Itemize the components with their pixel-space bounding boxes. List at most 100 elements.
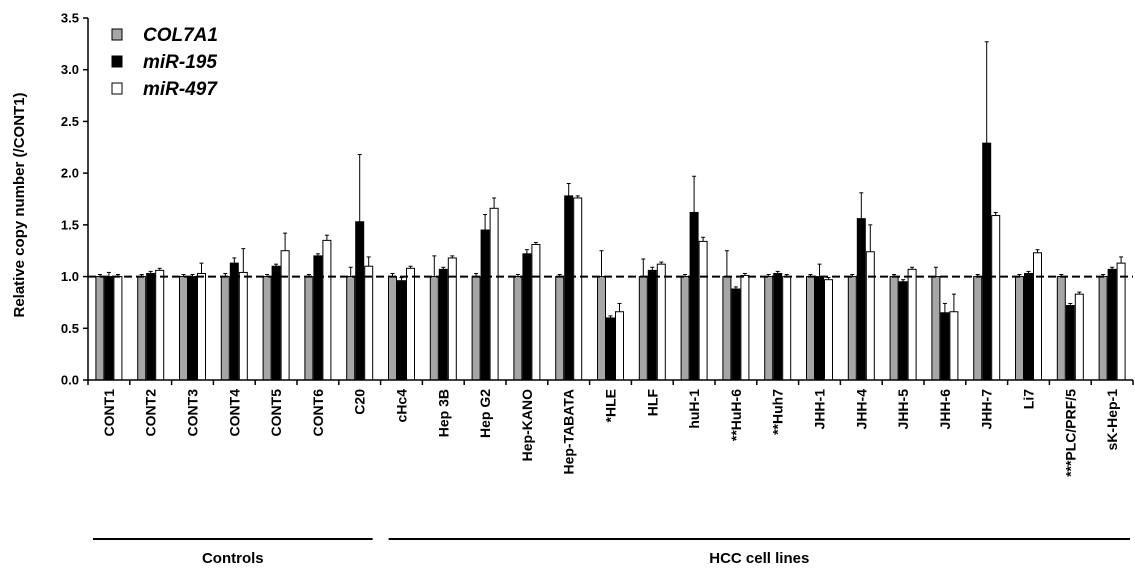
x-tick-label-hle: *HLE bbox=[603, 389, 619, 422]
bar-col7a1-cont6 bbox=[304, 276, 314, 381]
bar-mir-497-huh-6 bbox=[740, 275, 750, 381]
bar-mir-497-cont2 bbox=[155, 269, 165, 381]
bar-mir-195-cont4 bbox=[229, 262, 239, 381]
x-tick-label-hlf: HLF bbox=[644, 389, 660, 417]
group-label-controls: Controls bbox=[202, 550, 264, 567]
bar-mir-195-sk-hep-1 bbox=[1107, 268, 1117, 381]
y-tick-label: 1.0 bbox=[61, 269, 79, 284]
x-tick-label-sk-hep-1: sK-Hep-1 bbox=[1104, 389, 1120, 451]
bar-mir-195-hep-3b bbox=[438, 268, 448, 381]
y-tick-label: 2.5 bbox=[61, 114, 79, 129]
x-tick-label-huh7: **Huh7 bbox=[770, 389, 786, 435]
bar-mir-497-jhh-1 bbox=[824, 279, 833, 381]
legend-swatch-mir-195 bbox=[111, 55, 123, 68]
bar-mir-497-jhh-6 bbox=[949, 311, 959, 381]
bar-mir-195-jhh-4 bbox=[856, 218, 866, 381]
bar-mir-497-sk-hep-1 bbox=[1116, 262, 1126, 381]
x-tick-label-cont2: CONT2 bbox=[143, 389, 159, 437]
bar-col7a1-huh7 bbox=[764, 276, 774, 381]
bar-col7a1-hep-tabata bbox=[555, 276, 565, 381]
bar-mir-195-hlf bbox=[647, 269, 657, 381]
bar-col7a1-jhh-6 bbox=[931, 276, 941, 381]
bar-mir-497-hlf bbox=[656, 263, 666, 381]
bar-mir-497-hep-g2 bbox=[489, 207, 499, 381]
bar-col7a1-chc4 bbox=[388, 276, 397, 381]
bar-col7a1-jhh-1 bbox=[806, 276, 815, 381]
bar-mir-195-li7 bbox=[1024, 272, 1033, 381]
bar-mir-195-cont2 bbox=[146, 272, 156, 381]
bar-mir-497-li7 bbox=[1033, 252, 1042, 381]
bar-col7a1-hlf bbox=[638, 276, 648, 381]
bar-mir-497-jhh-5 bbox=[907, 268, 917, 381]
bar-col7a1-jhh-4 bbox=[847, 276, 857, 381]
group-brackets: Controls HCC cell lines bbox=[93, 538, 1130, 567]
x-tick-label-cont6: CONT6 bbox=[310, 389, 326, 437]
x-tick-label-c20: C20 bbox=[352, 389, 368, 415]
x-tick-label-cont4: CONT4 bbox=[226, 389, 242, 437]
bar-mir-195-huh-1 bbox=[689, 211, 699, 381]
bar-mir-497-hep-tabata bbox=[573, 197, 583, 381]
bar-mir-195-hep-tabata bbox=[564, 195, 574, 381]
y-tick-label: 3.5 bbox=[61, 11, 79, 26]
x-tick-label-jhh-6: JHH-6 bbox=[937, 389, 953, 430]
x-tick-label-huh-6: **HuH-6 bbox=[728, 389, 744, 441]
bar-col7a1-huh-1 bbox=[680, 276, 690, 381]
bar-mir-195-jhh-7 bbox=[982, 142, 992, 381]
x-tick-labels: CONT1 CONT2 CONT3 CONT4 CONT5 CONT6 C20 cHc4 Hep… bbox=[87, 380, 1134, 477]
bar-mir-195-jhh-6 bbox=[940, 312, 950, 381]
bar-mir-497-cont4 bbox=[238, 271, 248, 381]
y-tick-label: 3.0 bbox=[61, 62, 79, 77]
bar-mir-497-plc-prf-5 bbox=[1074, 293, 1084, 381]
bar-col7a1-sk-hep-1 bbox=[1098, 276, 1108, 381]
y-tick-label: 0.0 bbox=[61, 373, 79, 388]
bar-mir-195-jhh-1 bbox=[815, 276, 824, 381]
x-tick-label-hep-g2: Hep G2 bbox=[477, 389, 493, 438]
bar-mir-195-cont6 bbox=[313, 255, 323, 381]
bar-mir-195-hep-g2 bbox=[480, 229, 490, 381]
bar-mir-497-cont1 bbox=[113, 276, 123, 381]
bar-mir-195-plc-prf-5 bbox=[1065, 305, 1075, 381]
bar-col7a1-hep-kano bbox=[513, 276, 523, 381]
legend-label-mir-195: miR-195 bbox=[143, 52, 217, 73]
bar-mir-497-chc4 bbox=[406, 267, 415, 381]
bar-col7a1-c20 bbox=[346, 276, 356, 381]
bar-mir-195-hep-kano bbox=[522, 253, 532, 381]
bar-mir-195-c20 bbox=[355, 221, 365, 381]
x-tick-label-cont1: CONT1 bbox=[101, 389, 117, 437]
bar-mir-195-huh-6 bbox=[731, 288, 741, 381]
bar-col7a1-cont3 bbox=[179, 276, 188, 381]
bar-mir-497-cont5 bbox=[280, 250, 290, 381]
bar-mir-195-jhh-5 bbox=[898, 281, 908, 381]
bar-mir-195-hle bbox=[606, 317, 615, 381]
group-label-hcc-cell-lines: HCC cell lines bbox=[709, 550, 809, 567]
legend-label-mir-497: miR-497 bbox=[143, 79, 218, 100]
bar-col7a1-plc-prf-5 bbox=[1056, 276, 1066, 381]
bar-col7a1-cont1 bbox=[95, 276, 105, 381]
x-tick-label-jhh-1: JHH-1 bbox=[812, 389, 828, 430]
bar-col7a1-jhh-7 bbox=[973, 276, 983, 381]
bar-mir-195-cont3 bbox=[188, 276, 197, 381]
y-tick-label: 0.5 bbox=[61, 321, 79, 336]
bar-mir-497-huh7 bbox=[782, 276, 792, 381]
y-tick-label: 1.5 bbox=[61, 217, 79, 232]
bar-col7a1-jhh-5 bbox=[889, 276, 899, 381]
x-tick-label-jhh-5: JHH-5 bbox=[895, 389, 911, 430]
x-tick-label-huh-1: huH-1 bbox=[686, 389, 702, 429]
x-tick-label-chc4: cHc4 bbox=[394, 389, 410, 423]
bar-mir-195-huh7 bbox=[773, 272, 783, 381]
bar-mir-195-cont5 bbox=[271, 265, 281, 381]
legend-label-col7a1: COL7A1 bbox=[143, 25, 218, 46]
bar-mir-497-hep-kano bbox=[531, 244, 541, 381]
y-tick-label: 2.0 bbox=[61, 166, 79, 181]
legend-swatch-col7a1 bbox=[111, 28, 123, 41]
bar-mir-497-cont6 bbox=[322, 239, 332, 381]
x-tick-label-cont3: CONT3 bbox=[185, 389, 201, 437]
bar-col7a1-hep-g2 bbox=[471, 276, 481, 381]
x-tick-label-hep-kano: Hep-KANO bbox=[519, 389, 535, 461]
bar-col7a1-huh-6 bbox=[722, 276, 732, 381]
x-tick-label-jhh-7: JHH-7 bbox=[979, 389, 995, 430]
bar-mir-497-huh-1 bbox=[698, 240, 708, 381]
bar-mir-497-c20 bbox=[364, 265, 374, 381]
y-axis-title: Relative copy number (/CONT1) bbox=[11, 92, 28, 317]
